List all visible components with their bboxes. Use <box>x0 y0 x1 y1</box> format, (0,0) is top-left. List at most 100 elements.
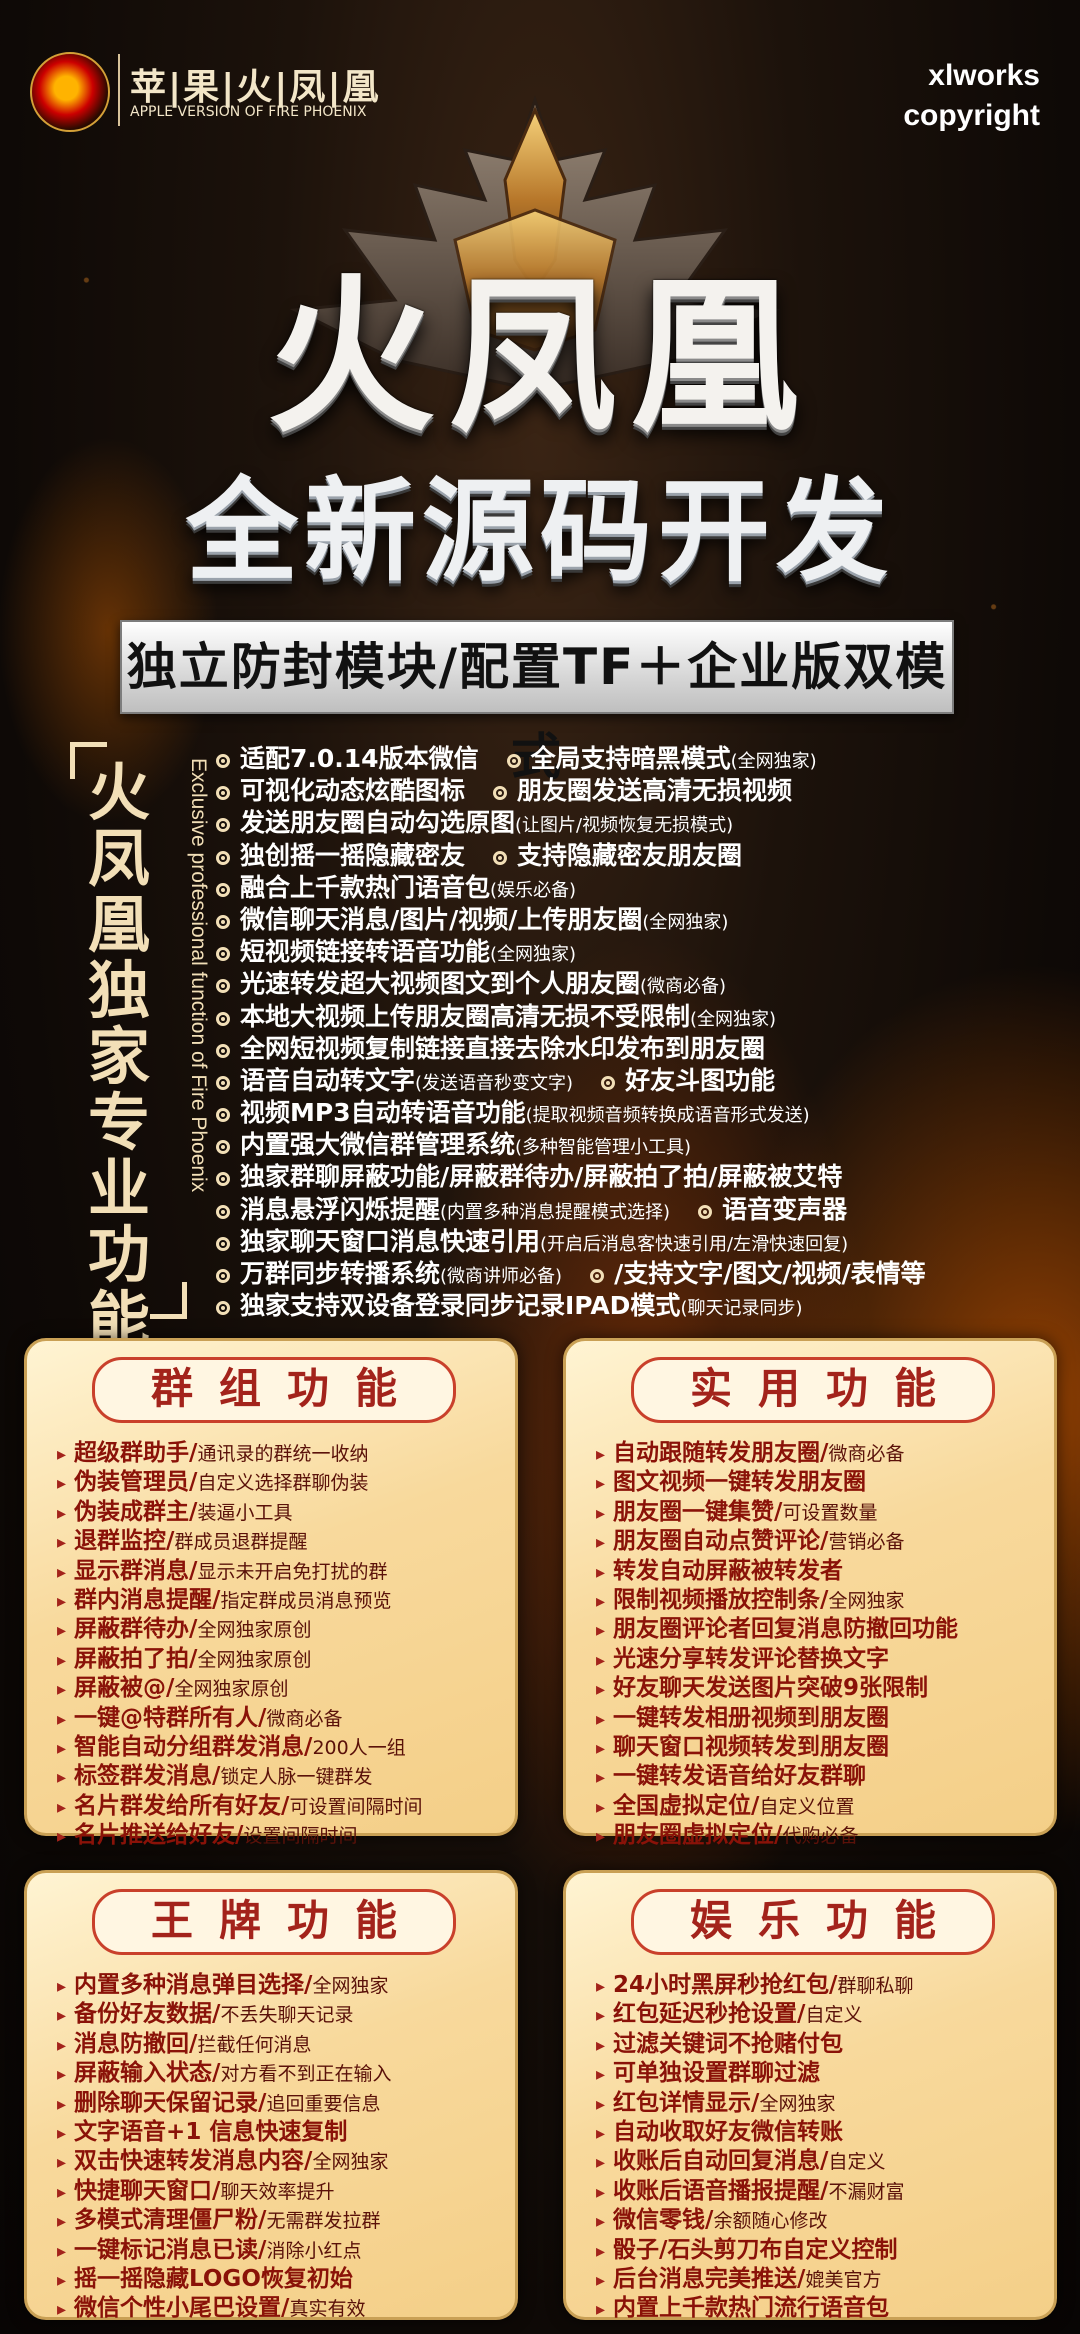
item-title: 内置多种消息弹目选择/ <box>74 1972 313 1998</box>
item-desc: 可设置数量 <box>782 1501 878 1524</box>
list-item: 朋友圈虚拟定位/代购必备 <box>596 1821 1030 1850</box>
item-desc: 可设置间隔时间 <box>289 1795 423 1818</box>
list-item: 一键@特群所有人/微商必备 <box>57 1704 491 1733</box>
item-title: 全国虚拟定位/ <box>613 1792 760 1819</box>
feature-text: 支持隐藏密友朋友圈 <box>517 840 743 870</box>
list-item: 标签群发消息/锁定人脉一键群发 <box>57 1762 491 1791</box>
item-title: 超级群助手/ <box>74 1440 198 1466</box>
circle-bullet-icon <box>216 818 230 833</box>
feature-text: 万群同步转播系统 <box>240 1259 441 1288</box>
item-desc: 无需群发拉群 <box>266 2210 381 2233</box>
list-item: 一键转发语音给好友群聊 <box>596 1762 1030 1791</box>
exclusive-feature-item: 全网短视频复制链接直接去除水印发布到朋友圈 <box>216 1034 765 1063</box>
circle-bullet-icon <box>216 1269 230 1283</box>
item-title: 后台消息完美推送/ <box>613 2265 806 2292</box>
exclusive-feature-item: 光速转发超大视频图文到个人朋友圈(微商必备) <box>216 969 726 998</box>
item-title: 双击快速转发消息内容/ <box>74 2148 313 2175</box>
list-item: 朋友圈一键集赞/可设置数量 <box>596 1498 1030 1527</box>
phoenix-logo-icon <box>30 52 110 132</box>
list-item: 伪装成群主/装逼小工具 <box>57 1498 491 1527</box>
list-item: 智能自动分组群发消息/200人一组 <box>57 1733 491 1762</box>
feature-text: 全局支持暗黑模式 <box>530 744 731 773</box>
list-item: 一键转发相册视频到朋友圈 <box>596 1704 1030 1733</box>
circle-bullet-icon <box>216 1236 230 1251</box>
exclusive-feature-item: 短视频链接转语音功能(全网独家) <box>216 937 576 966</box>
list-item: 朋友圈评论者回复消息防撤回功能 <box>596 1615 1030 1644</box>
feature-text: 消息悬浮闪烁提醒 <box>240 1194 441 1224</box>
exclusive-feature-row: 独家支持双设备登录同步记录IPAD模式(聊天记录同步) <box>216 1290 1066 1322</box>
feature-text: 微信聊天消息/图片/视频/上传朋友圈 <box>240 904 643 934</box>
list-item: 摇一摇隐藏LOGO恢复初始 <box>57 2265 491 2294</box>
item-title: 伪装管理员/ <box>74 1469 198 1496</box>
feature-text: 独家群聊屏蔽功能/屏蔽群待办/屏蔽拍了拍/屏蔽被艾特 <box>240 1162 843 1192</box>
list-item: 双击快速转发消息内容/全网独家 <box>57 2147 491 2176</box>
item-title: 微信个性小尾巴设置/ <box>74 2295 290 2322</box>
circle-bullet-icon <box>216 947 230 962</box>
list-item: 微信零钱/余额随心修改 <box>596 2206 1030 2235</box>
feature-text: 内置强大微信群管理系统 <box>240 1130 516 1160</box>
feature-note: (娱乐必备) <box>490 879 577 901</box>
list-item: 好友聊天发送图片突破9张限制 <box>596 1674 1030 1703</box>
exclusive-feature-item: 全局支持暗黑模式(全网独家) <box>506 744 817 773</box>
item-desc: 聊天效率提升 <box>220 2180 335 2203</box>
exclusive-feature-item: 适配7.0.14版本微信 <box>216 744 479 773</box>
exclusive-feature-row: 短视频链接转语音功能(全网独家) <box>216 936 1066 968</box>
feature-text: 光速转发超大视频图文到个人朋友圈 <box>240 969 641 999</box>
item-desc: 200人一组 <box>312 1736 406 1759</box>
exclusive-feature-item: 支持隐藏密友朋友圈 <box>493 841 742 870</box>
item-title: 名片推送给好友/ <box>74 1822 244 1849</box>
feature-note: (聊天记录同步) <box>680 1298 803 1320</box>
item-desc: 通讯录的群统一收纳 <box>197 1443 369 1465</box>
exclusive-feature-item: 微信聊天消息/图片/视频/上传朋友圈(全网独家) <box>216 905 728 934</box>
item-desc: 自定义 <box>805 2004 863 2027</box>
feature-text: 朋友圈发送高清无损视频 <box>517 776 793 806</box>
list-item: 文字语音+1 信息快速复制 <box>57 2118 491 2147</box>
exclusive-feature-row: 发送朋友圈自动勾选原图(让图片/视频恢复无损模式) <box>216 807 1066 839</box>
exclusive-feature-item: 本地大视频上传朋友圈高清无损不受限制(全网独家) <box>216 1002 776 1031</box>
list-item: 消息防撤回/拦截任何消息 <box>57 2030 491 2059</box>
feature-note: (开启后消息客快速引用/左滑快速回复) <box>540 1233 849 1255</box>
exclusive-feature-row: 语音自动转文字(发送语音秒变文字) 好友斗图功能 <box>216 1065 1066 1097</box>
item-title: 图文视频一键转发朋友圈 <box>613 1469 867 1496</box>
exclusive-feature-item: 独家群聊屏蔽功能/屏蔽群待办/屏蔽拍了拍/屏蔽被艾特 <box>216 1162 842 1191</box>
item-title: 光速分享转发评论替换文字 <box>613 1645 890 1672</box>
circle-bullet-icon <box>698 1204 713 1219</box>
item-desc: 装逼小工具 <box>197 1501 293 1524</box>
logo-title: 苹|果|火|凤|凰 <box>130 67 381 108</box>
feature-text: 适配7.0.14版本微信 <box>240 744 479 773</box>
brand-mark: xlworks copyright <box>903 56 1040 136</box>
circle-bullet-icon <box>216 1011 230 1026</box>
list-item: 屏蔽被@/全网独家原创 <box>57 1674 491 1703</box>
item-title: 屏蔽拍了拍/ <box>74 1645 198 1672</box>
item-desc: 自定义 <box>828 2151 886 2174</box>
list-item: 图文视频一键转发朋友圈 <box>596 1468 1030 1497</box>
winged-helmet-emblem-icon <box>289 95 781 392</box>
utility-functions-panel: 实用功能 自动跟随转发朋友圈/微商必备图文视频一键转发朋友圈朋友圈一键集赞/可设… <box>563 1338 1057 1848</box>
item-title: 标签群发消息/ <box>74 1763 221 1790</box>
list-item: 朋友圈自动点赞评论/营销必备 <box>596 1527 1030 1556</box>
exclusive-feature-row: 万群同步转播系统(微商讲师必备) /支持文字/图文/视频/表情等 <box>216 1258 1066 1290</box>
feature-note: (微商讲师必备) <box>440 1266 563 1287</box>
item-desc: 微商必备 <box>266 1707 343 1730</box>
exclusive-feature-row: 可视化动态炫酷图标 朋友圈发送高清无损视频 <box>216 775 1066 807</box>
fun-functions-panel: 娱乐功能 24小时黑屏秒抢红包/群聊私聊红包延迟秒抢设置/自定义过滤关键词不抢赌… <box>563 1870 1057 2321</box>
feature-note: (全网独家) <box>730 751 817 772</box>
item-desc: 全网独家原创 <box>197 1648 312 1671</box>
item-title: 24小时黑屏秒抢红包/ <box>613 1972 838 1998</box>
list-item: 多模式清理僵尸粉/无需群发拉群 <box>57 2206 491 2235</box>
item-title: 红包详情显示/ <box>613 2089 760 2116</box>
feature-note: (全网独家) <box>490 944 577 966</box>
item-desc: 自定义位置 <box>759 1795 855 1818</box>
exclusive-feature-item: 内置强大微信群管理系统(多种智能管理小工具) <box>216 1130 691 1159</box>
item-title: 文字语音+1 信息快速复制 <box>74 2118 348 2145</box>
item-title: 收账后自动回复消息/ <box>613 2148 829 2175</box>
item-desc: 追回重要信息 <box>266 2092 381 2115</box>
exclusive-title-en-wrap: Exclusive professional function of Fire … <box>184 758 210 1318</box>
exclusive-feature-row: 独家聊天窗口消息快速引用(开启后消息客快速引用/左滑快速回复) <box>216 1226 1066 1258</box>
circle-bullet-icon <box>216 1075 230 1090</box>
item-title: 可单独设置群聊过滤 <box>613 2060 821 2087</box>
circle-bullet-icon <box>506 754 521 768</box>
list-item: 名片推送给好友/设置间隔时间 <box>57 1821 491 1850</box>
exclusive-feature-row: 消息悬浮闪烁提醒(内置多种消息提醒模式选择) 语音变声器 <box>216 1194 1066 1226</box>
item-title: 骰子/石头剪刀布自定义控制 <box>613 2236 898 2263</box>
